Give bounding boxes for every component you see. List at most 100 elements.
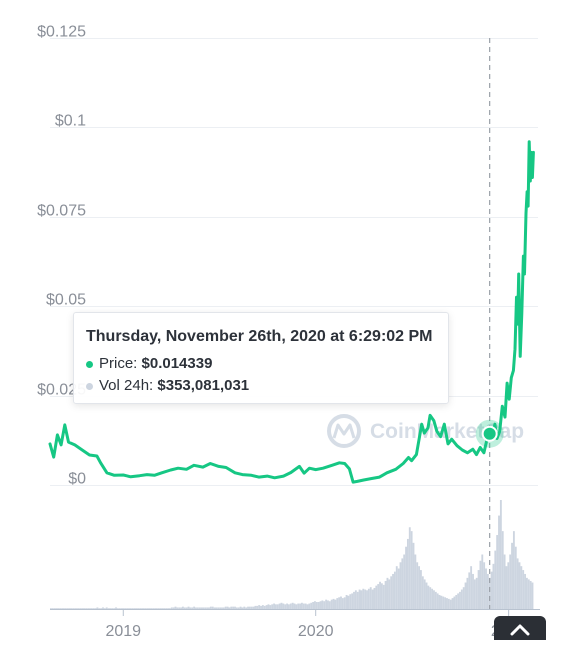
volume-bar (256, 605, 259, 609)
volume-bar (444, 597, 447, 609)
volume-bar (330, 599, 333, 609)
volume-bar (494, 550, 497, 609)
volume-bar (420, 570, 422, 609)
volume-bar (141, 608, 143, 609)
volume-bar (55, 608, 58, 609)
volume-bar (98, 608, 101, 609)
volume-bar (287, 604, 290, 609)
volume-bar (79, 608, 82, 609)
volume-bar (111, 608, 114, 609)
volume-bar (254, 605, 257, 609)
volume-bar (261, 605, 264, 609)
volume-bar (408, 527, 411, 609)
volume-bar (282, 603, 285, 609)
volume-bar (414, 554, 417, 609)
volume-bar (53, 608, 56, 609)
volume-bar (446, 598, 448, 609)
volume-bar (182, 606, 184, 609)
tooltip-date: Thursday, November 26th, 2020 at 6:29:02… (86, 328, 433, 345)
tooltip-volume-label: Vol 24h: (99, 377, 154, 394)
volume-bar (245, 607, 248, 609)
volume-bar (286, 603, 288, 609)
volume-bar (155, 608, 158, 609)
volume-bar (258, 605, 261, 609)
volume-bar (351, 593, 354, 609)
volume-bar (120, 608, 123, 609)
volume-bar (150, 608, 153, 609)
volume-bar (412, 542, 415, 609)
volume-bar (397, 568, 400, 609)
volume-bar (72, 608, 75, 609)
price-series (48, 140, 535, 484)
volume-bar (63, 608, 65, 609)
volume-bar (64, 608, 67, 609)
volume-bar (165, 608, 168, 609)
volume-bar (50, 608, 52, 609)
volume-bar (416, 562, 419, 609)
volume-bar (498, 515, 500, 609)
volume-bar (102, 607, 104, 609)
scroll-to-top-button[interactable] (494, 616, 546, 640)
volume-bar (410, 531, 413, 609)
volume-bar (105, 607, 108, 609)
volume-bar (457, 593, 460, 609)
volume-bar (466, 577, 469, 609)
volume-bar (77, 608, 80, 609)
volume-bar (172, 607, 175, 609)
volume-bar (358, 589, 361, 609)
volume-bar (336, 598, 339, 609)
volume-bar (113, 608, 116, 609)
volume-bar (137, 608, 140, 609)
volume-bar (61, 608, 64, 609)
volume-bar (449, 599, 452, 609)
volume-bar (317, 601, 320, 609)
volume-bar (235, 607, 238, 609)
volume-bar (360, 590, 363, 609)
volume-bar (459, 591, 461, 609)
volume-bar (126, 608, 129, 609)
volume-bar (180, 607, 183, 609)
volume-bar (315, 601, 318, 609)
chevron-up-icon (510, 624, 530, 636)
volume-bar (401, 558, 404, 609)
volume-bar (479, 560, 482, 609)
volume-bar (94, 608, 97, 609)
volume-bar (191, 607, 194, 609)
volume-bar (438, 594, 441, 609)
volume-bar (135, 608, 138, 609)
volume-bar (159, 608, 162, 609)
volume-bar (310, 602, 313, 609)
volume-bar (511, 542, 513, 609)
volume-bar (252, 606, 255, 609)
volume-bar (499, 500, 502, 609)
cursor-point[interactable] (481, 425, 498, 442)
volume-bar (347, 595, 350, 609)
volume-bar (247, 606, 249, 609)
volume-bar (228, 607, 231, 609)
volume-bar (209, 606, 212, 609)
volume-bar (260, 605, 262, 609)
volume-bar (128, 608, 130, 609)
volume-bar (265, 605, 268, 609)
volume-bar (163, 608, 166, 609)
volume-bar (81, 608, 84, 609)
volume-bar (87, 608, 90, 609)
volume-bar (349, 594, 352, 609)
volume-bar (280, 602, 283, 609)
volume-bar (206, 607, 209, 609)
tooltip-price-row: Price: $0.014339 (86, 353, 436, 375)
volume-bar (403, 554, 406, 609)
volume-bar (148, 608, 151, 609)
volume-bar (531, 582, 534, 609)
x-axis-labels: 201920202021 (105, 609, 527, 640)
volume-bar (274, 604, 277, 609)
volume-bar (57, 608, 60, 609)
volume-bar (431, 588, 434, 609)
volume-bar (496, 535, 499, 609)
volume-bar (314, 601, 316, 609)
volume-bar (319, 601, 322, 609)
volume-bar (451, 598, 454, 609)
volume-bar (386, 577, 389, 609)
volume-bar (217, 607, 220, 609)
